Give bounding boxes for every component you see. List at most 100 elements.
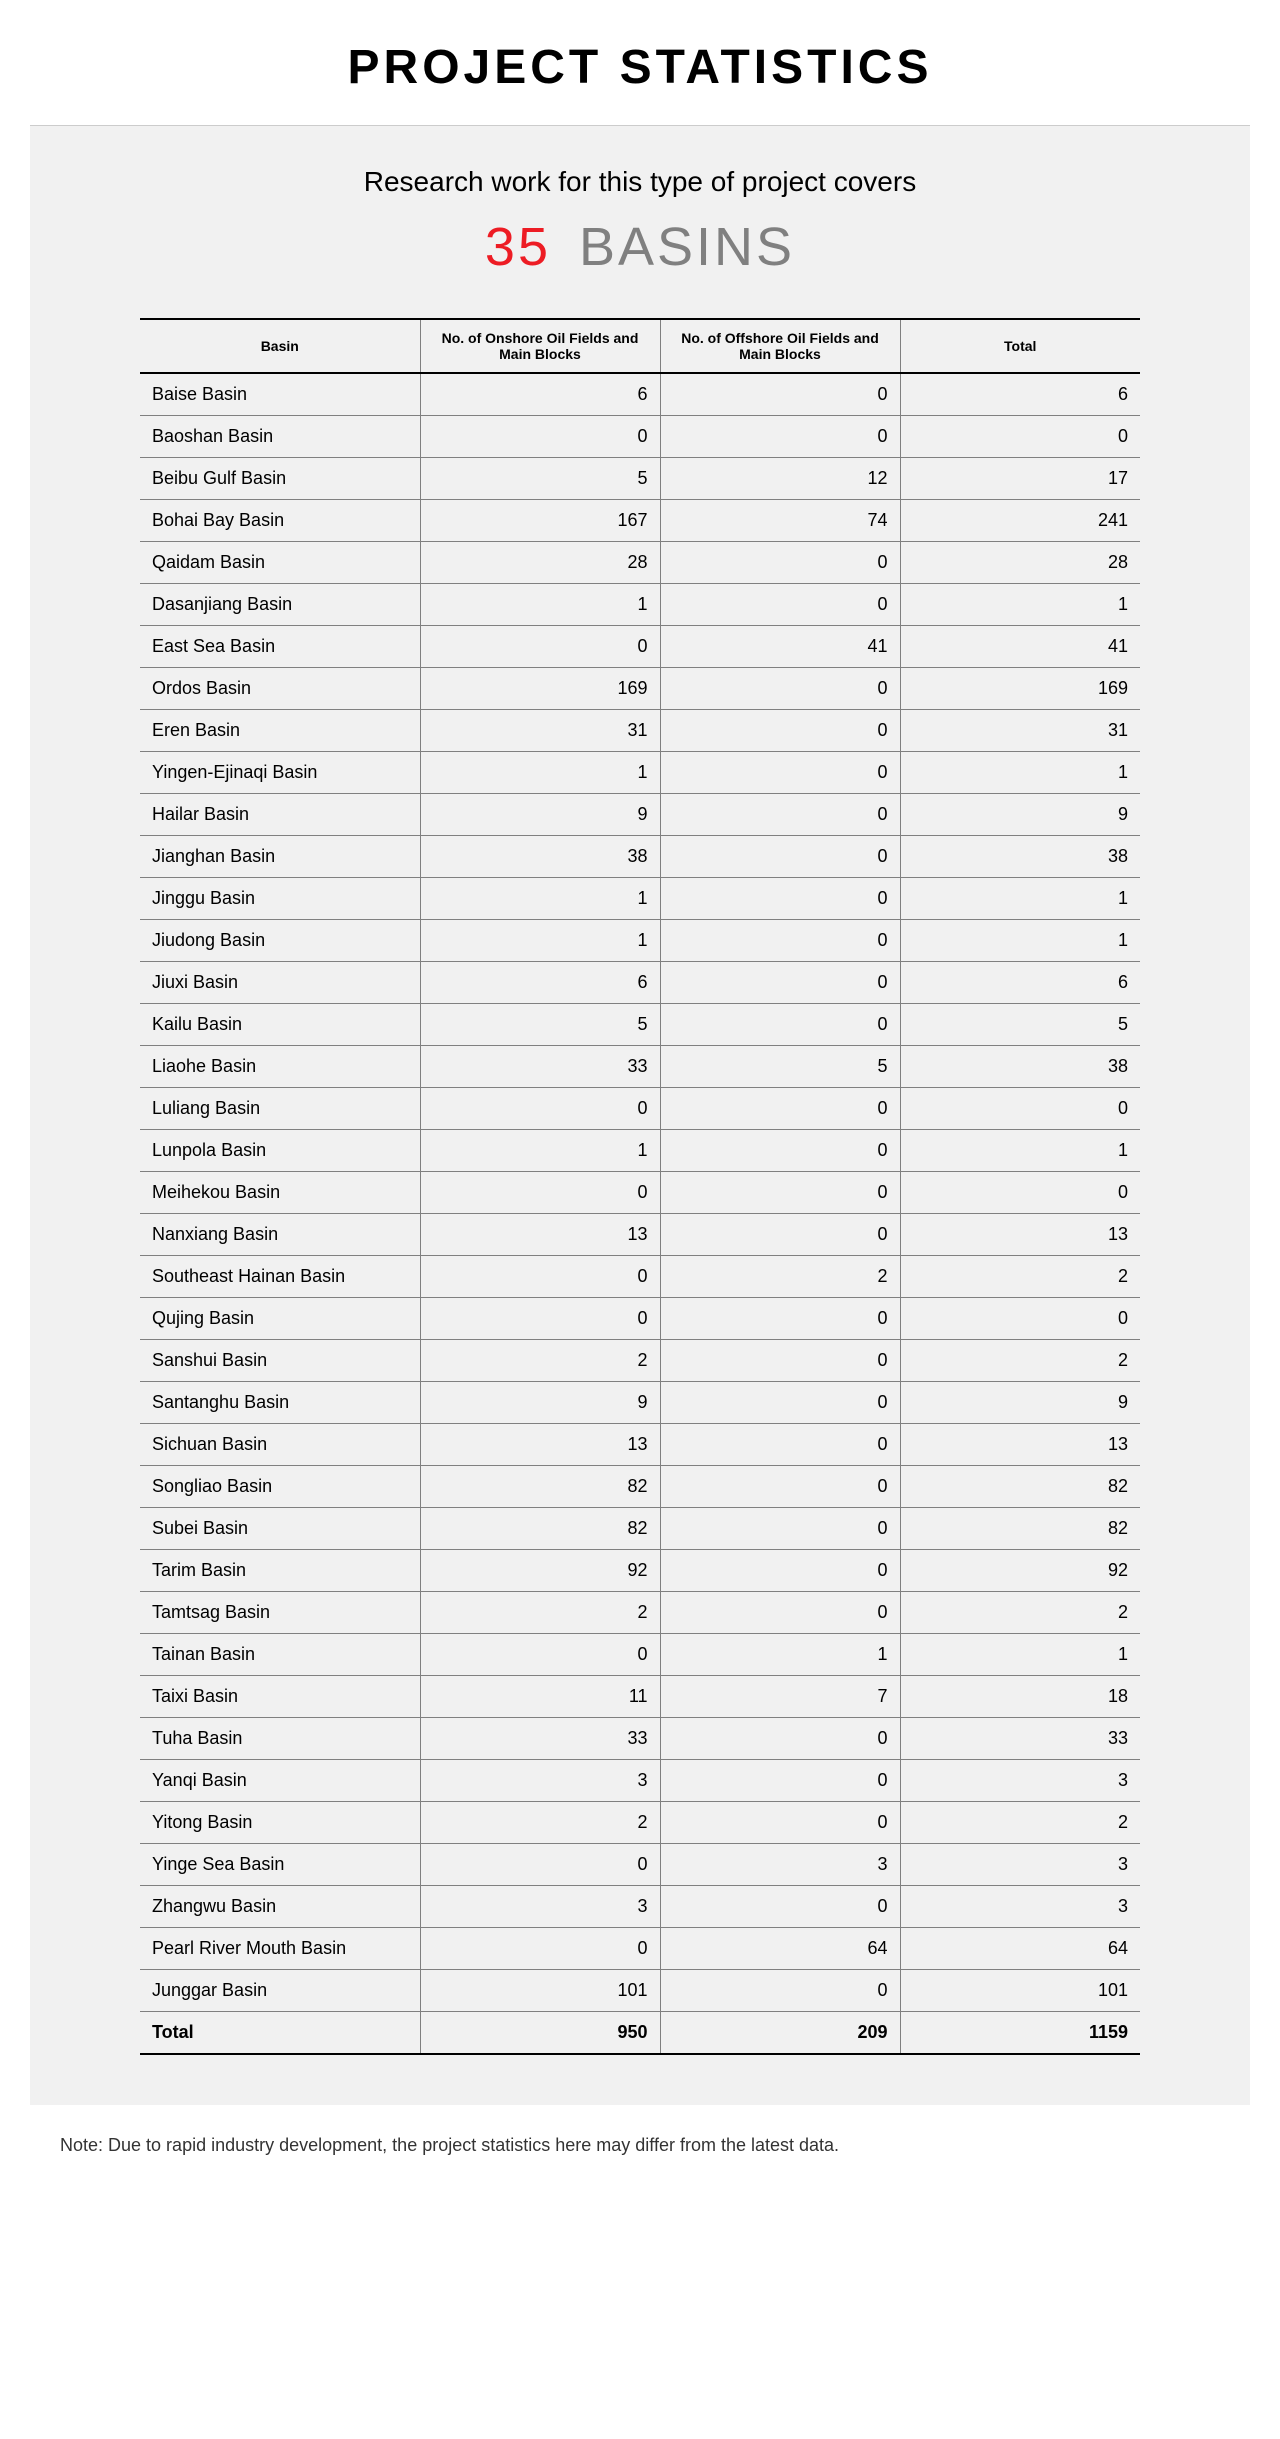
footnote: Note: Due to rapid industry development,… xyxy=(60,2135,1220,2156)
cell-offshore: 0 xyxy=(660,1970,900,2012)
cell-offshore: 0 xyxy=(660,1718,900,1760)
table-row: Dasanjiang Basin101 xyxy=(140,584,1140,626)
table-row: Liaohe Basin33538 xyxy=(140,1046,1140,1088)
cell-basin: Yinge Sea Basin xyxy=(140,1844,420,1886)
cell-total: 3 xyxy=(900,1886,1140,1928)
cell-offshore: 2 xyxy=(660,1256,900,1298)
cell-basin: Taixi Basin xyxy=(140,1676,420,1718)
cell-total: 241 xyxy=(900,500,1140,542)
cell-total: 2 xyxy=(900,1256,1140,1298)
cell-total: 33 xyxy=(900,1718,1140,1760)
cell-basin: Luliang Basin xyxy=(140,1088,420,1130)
cell-onshore: 1 xyxy=(420,920,660,962)
table-row: Southeast Hainan Basin022 xyxy=(140,1256,1140,1298)
cell-onshore: 82 xyxy=(420,1466,660,1508)
cell-total: 2 xyxy=(900,1592,1140,1634)
cell-basin: Qujing Basin xyxy=(140,1298,420,1340)
cell-offshore: 64 xyxy=(660,1928,900,1970)
cell-basin: Pearl River Mouth Basin xyxy=(140,1928,420,1970)
cell-total: 0 xyxy=(900,1298,1140,1340)
cell-onshore: 3 xyxy=(420,1760,660,1802)
table-row: Pearl River Mouth Basin06464 xyxy=(140,1928,1140,1970)
cell-basin: Lunpola Basin xyxy=(140,1130,420,1172)
cell-total: 38 xyxy=(900,1046,1140,1088)
cell-total-offshore: 209 xyxy=(660,2012,900,2055)
cell-total: 2 xyxy=(900,1802,1140,1844)
table-row: Sanshui Basin202 xyxy=(140,1340,1140,1382)
cell-offshore: 0 xyxy=(660,1424,900,1466)
cell-offshore: 0 xyxy=(660,1172,900,1214)
cell-basin: Nanxiang Basin xyxy=(140,1214,420,1256)
cell-onshore: 33 xyxy=(420,1718,660,1760)
table-row: Meihekou Basin000 xyxy=(140,1172,1140,1214)
col-head-onshore: No. of Onshore Oil Fields and Main Block… xyxy=(420,319,660,373)
cell-offshore: 0 xyxy=(660,416,900,458)
table-row: Tuha Basin33033 xyxy=(140,1718,1140,1760)
table-total-row: Total9502091159 xyxy=(140,2012,1140,2055)
table-row: Baoshan Basin000 xyxy=(140,416,1140,458)
cell-onshore: 31 xyxy=(420,710,660,752)
cell-onshore: 169 xyxy=(420,668,660,710)
cell-total: 6 xyxy=(900,373,1140,416)
table-row: Tarim Basin92092 xyxy=(140,1550,1140,1592)
table-row: Kailu Basin505 xyxy=(140,1004,1140,1046)
table-row: Nanxiang Basin13013 xyxy=(140,1214,1140,1256)
cell-offshore: 7 xyxy=(660,1676,900,1718)
cell-basin: Sanshui Basin xyxy=(140,1340,420,1382)
cell-total: 2 xyxy=(900,1340,1140,1382)
cell-onshore: 13 xyxy=(420,1214,660,1256)
table-row: East Sea Basin04141 xyxy=(140,626,1140,668)
cell-total: 1 xyxy=(900,920,1140,962)
cell-total: 1 xyxy=(900,584,1140,626)
cell-offshore: 0 xyxy=(660,373,900,416)
cell-basin: Dasanjiang Basin xyxy=(140,584,420,626)
basin-count: 35 BASINS xyxy=(30,216,1250,278)
table-row: Songliao Basin82082 xyxy=(140,1466,1140,1508)
cell-onshore: 101 xyxy=(420,1970,660,2012)
table-row: Sichuan Basin13013 xyxy=(140,1424,1140,1466)
cell-total: 9 xyxy=(900,1382,1140,1424)
cell-onshore: 82 xyxy=(420,1508,660,1550)
table-row: Zhangwu Basin303 xyxy=(140,1886,1140,1928)
cell-offshore: 74 xyxy=(660,500,900,542)
intro-text: Research work for this type of project c… xyxy=(30,166,1250,198)
cell-onshore: 0 xyxy=(420,626,660,668)
cell-offshore: 0 xyxy=(660,542,900,584)
table-row: Qaidam Basin28028 xyxy=(140,542,1140,584)
table-row: Lunpola Basin101 xyxy=(140,1130,1140,1172)
cell-basin: Subei Basin xyxy=(140,1508,420,1550)
cell-onshore: 13 xyxy=(420,1424,660,1466)
cell-basin: Baise Basin xyxy=(140,373,420,416)
cell-offshore: 0 xyxy=(660,752,900,794)
content-panel: Research work for this type of project c… xyxy=(30,125,1250,2105)
cell-offshore: 0 xyxy=(660,1802,900,1844)
cell-onshore: 1 xyxy=(420,1130,660,1172)
table-row: Jinggu Basin101 xyxy=(140,878,1140,920)
cell-total: 9 xyxy=(900,794,1140,836)
cell-offshore: 0 xyxy=(660,1550,900,1592)
cell-basin: Beibu Gulf Basin xyxy=(140,458,420,500)
cell-offshore: 0 xyxy=(660,878,900,920)
cell-total: 5 xyxy=(900,1004,1140,1046)
cell-total: 169 xyxy=(900,668,1140,710)
table-row: Bohai Bay Basin16774241 xyxy=(140,500,1140,542)
table-row: Hailar Basin909 xyxy=(140,794,1140,836)
cell-basin: Kailu Basin xyxy=(140,1004,420,1046)
table-row: Tainan Basin011 xyxy=(140,1634,1140,1676)
table-row: Yingen-Ejinaqi Basin101 xyxy=(140,752,1140,794)
cell-total: 18 xyxy=(900,1676,1140,1718)
cell-onshore: 0 xyxy=(420,1928,660,1970)
cell-basin: Liaohe Basin xyxy=(140,1046,420,1088)
cell-basin: Eren Basin xyxy=(140,710,420,752)
cell-onshore: 1 xyxy=(420,878,660,920)
cell-basin: Hailar Basin xyxy=(140,794,420,836)
cell-basin: Yitong Basin xyxy=(140,1802,420,1844)
table-row: Jiudong Basin101 xyxy=(140,920,1140,962)
cell-onshore: 2 xyxy=(420,1340,660,1382)
table-row: Subei Basin82082 xyxy=(140,1508,1140,1550)
cell-total: 82 xyxy=(900,1466,1140,1508)
cell-offshore: 0 xyxy=(660,1088,900,1130)
cell-basin: Junggar Basin xyxy=(140,1970,420,2012)
table-row: Tamtsag Basin202 xyxy=(140,1592,1140,1634)
cell-onshore: 92 xyxy=(420,1550,660,1592)
